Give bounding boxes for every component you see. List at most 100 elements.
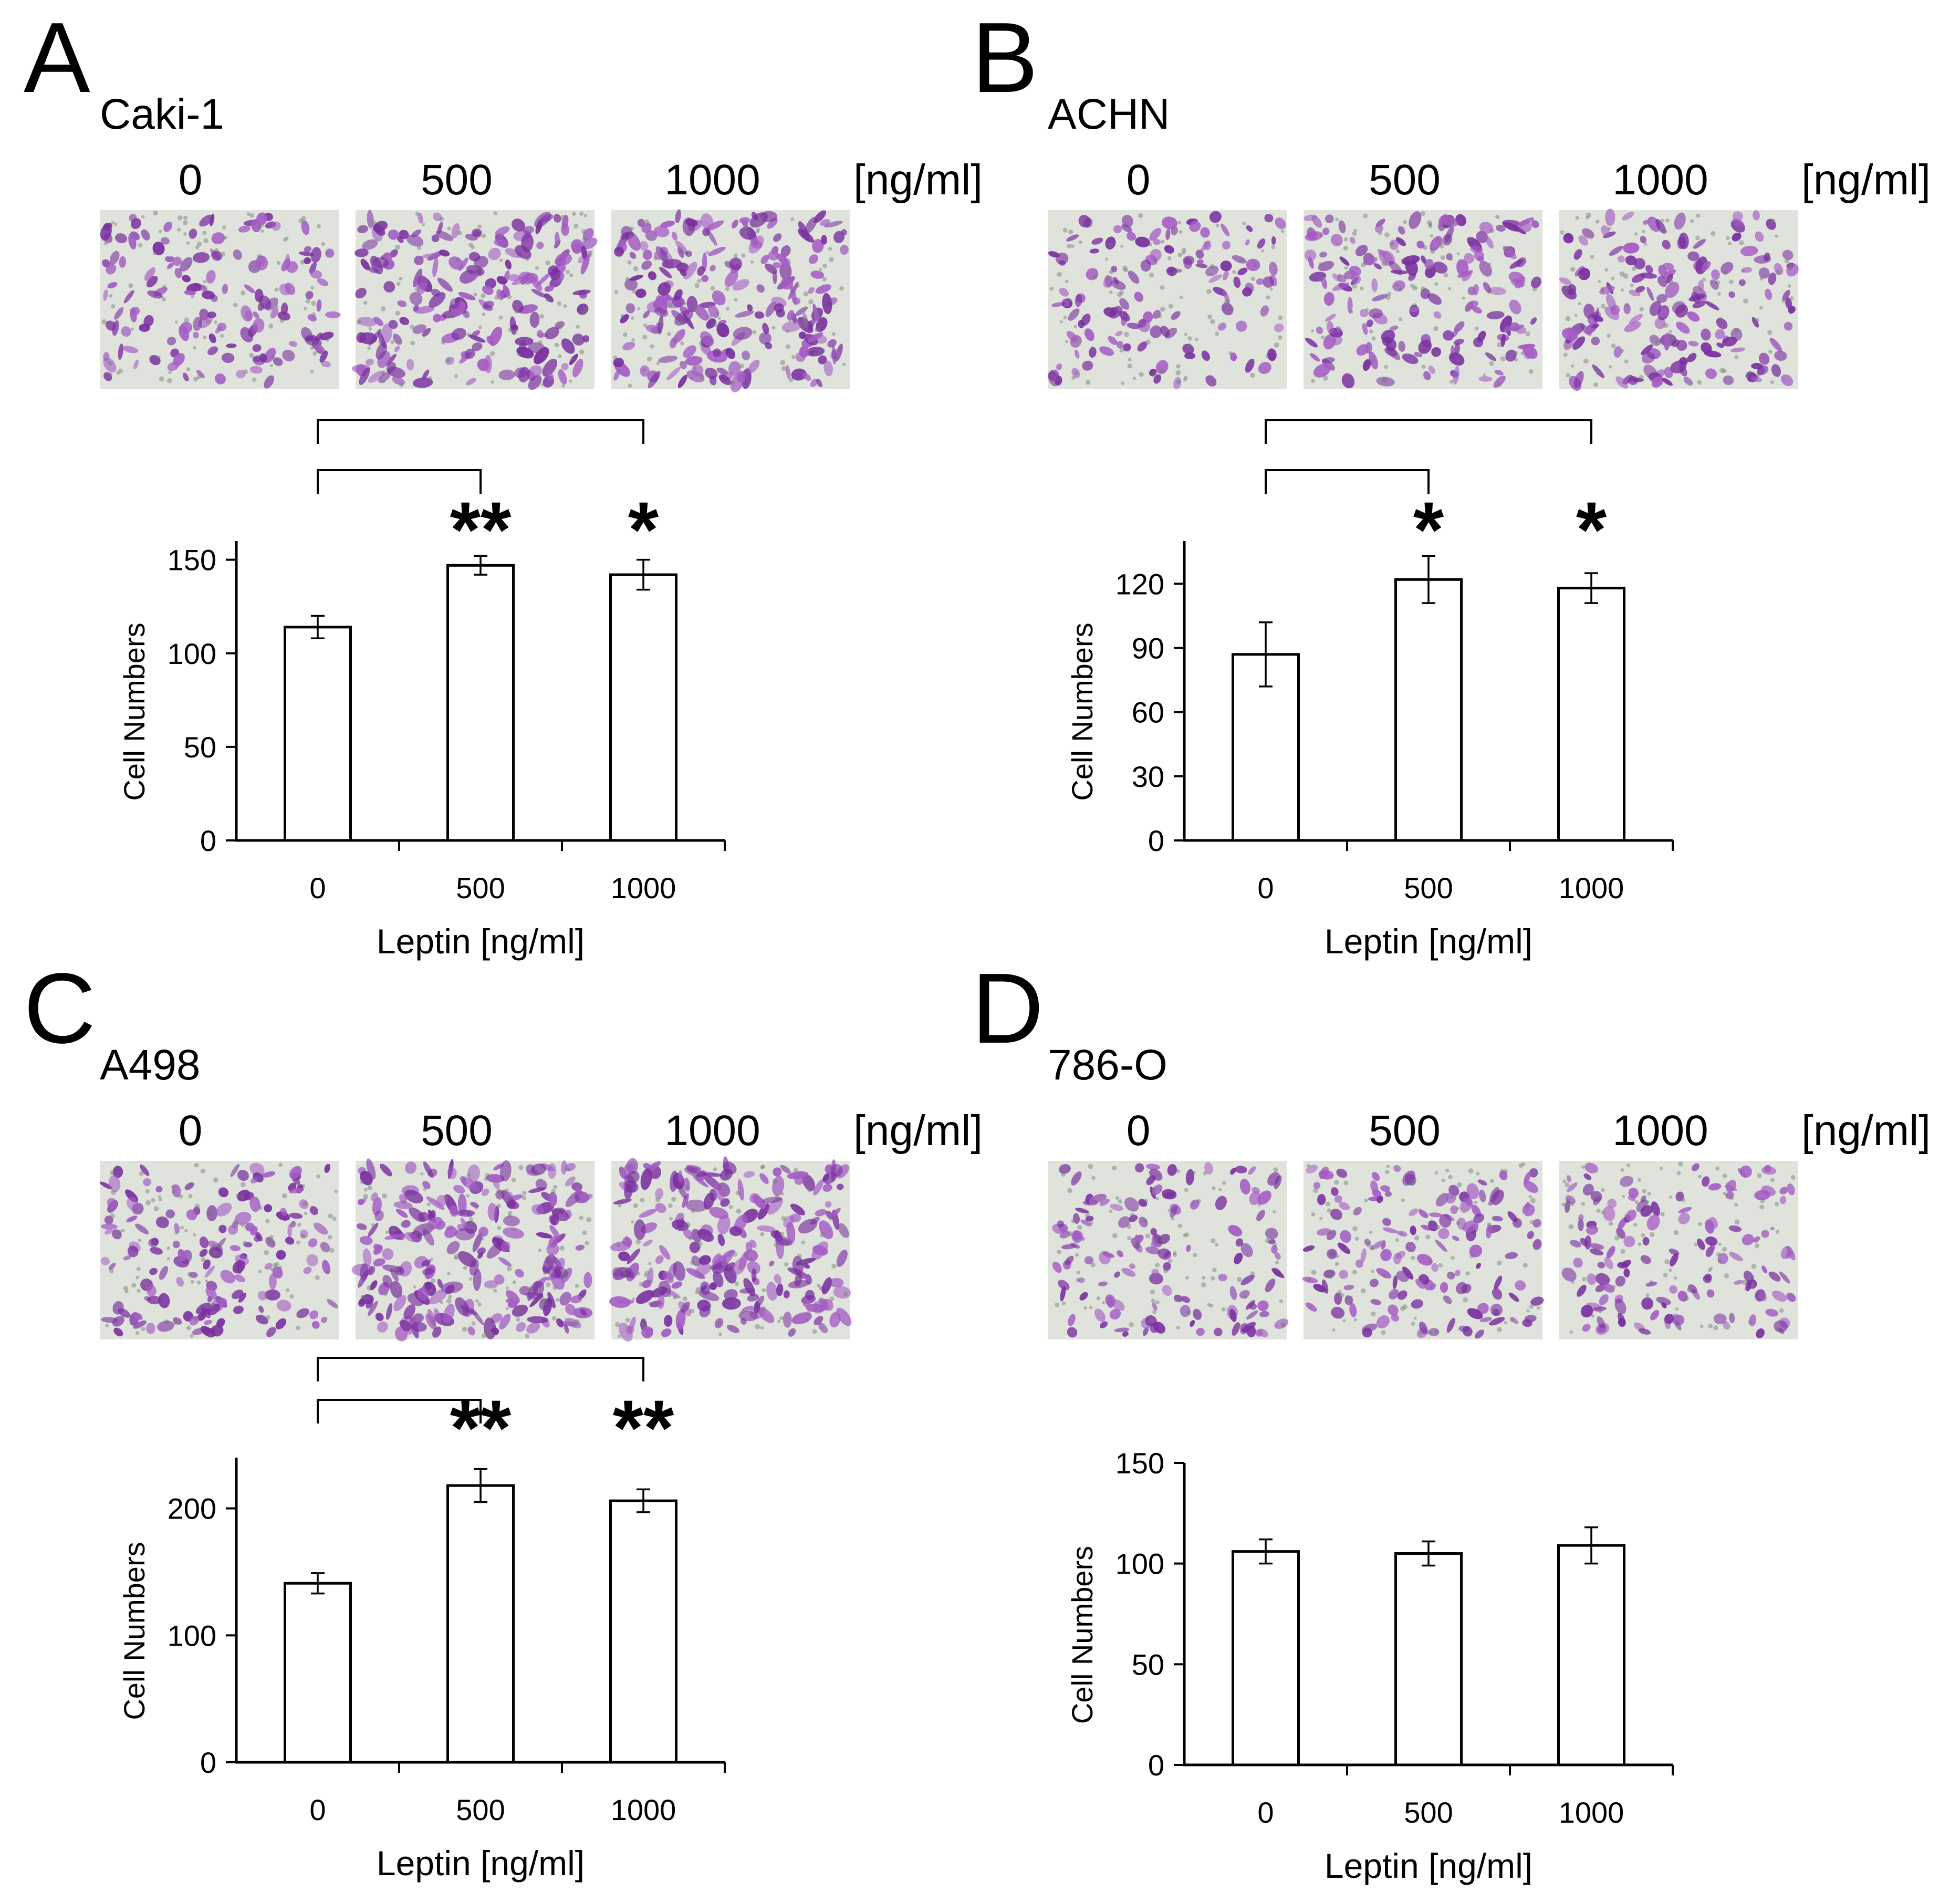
stained-cell	[1510, 224, 1526, 235]
stained-cell	[1785, 297, 1792, 309]
stained-cell	[203, 1259, 211, 1270]
stained-cell	[1099, 1321, 1108, 1328]
stained-cell	[1142, 1327, 1149, 1336]
stained-cell	[1393, 1165, 1401, 1172]
stained-cell	[1467, 1308, 1483, 1319]
stained-cell	[1705, 368, 1717, 379]
stained-cell	[1245, 1300, 1255, 1310]
membrane-pore	[360, 1180, 363, 1184]
stained-cell	[499, 1160, 512, 1182]
stained-cell	[1687, 251, 1700, 261]
stained-cell	[724, 270, 738, 287]
y-tick-label: 100	[1115, 1547, 1164, 1581]
membrane-pore	[1751, 1275, 1755, 1279]
stained-cell	[1508, 272, 1525, 284]
membrane-pore	[1743, 298, 1748, 304]
stained-cell	[496, 289, 504, 300]
membrane-pore	[1607, 226, 1611, 231]
membrane-pore	[186, 367, 191, 372]
stained-cell	[431, 234, 440, 243]
stained-cell	[1111, 1299, 1125, 1311]
stained-cell	[146, 1323, 155, 1334]
stained-cell	[1389, 1289, 1399, 1300]
stained-cell	[1071, 368, 1080, 378]
membrane-pore	[178, 1194, 183, 1199]
membrane-pore	[279, 318, 285, 323]
membrane-pore	[367, 346, 371, 350]
stained-cell	[821, 235, 827, 245]
stained-cell	[1402, 354, 1419, 365]
membrane-pore	[1434, 1329, 1439, 1334]
stained-cell	[1616, 1228, 1625, 1239]
membrane-pore	[298, 218, 304, 224]
stained-cell	[100, 1256, 110, 1265]
membrane-pore	[1145, 1233, 1150, 1239]
membrane-pore	[1369, 1230, 1373, 1234]
stained-cell	[241, 305, 253, 322]
stained-cell	[1306, 227, 1316, 238]
stained-cell	[1469, 1244, 1483, 1257]
stained-cell	[460, 1218, 470, 1231]
stained-cell	[1332, 282, 1350, 291]
membrane-pore	[831, 332, 836, 336]
membrane-pore	[516, 1317, 520, 1322]
stained-cell	[671, 232, 678, 241]
stained-cell	[1086, 268, 1099, 280]
membrane-pore	[1127, 1236, 1132, 1241]
stained-cell	[1239, 1290, 1250, 1299]
membrane-pore	[1185, 1275, 1189, 1280]
membrane-pore	[1109, 269, 1114, 275]
stained-cell	[1771, 364, 1781, 377]
stained-cell	[377, 1321, 388, 1333]
stained-cell	[304, 246, 312, 253]
membrane-pore	[142, 1280, 148, 1285]
stained-cell	[1048, 251, 1060, 258]
membrane-pore	[1091, 346, 1094, 350]
stained-cell	[1066, 331, 1078, 342]
stained-cell	[807, 332, 823, 343]
stained-cell	[754, 311, 765, 319]
stained-cell	[1337, 274, 1347, 283]
membrane-pore	[312, 351, 318, 356]
stained-cell	[1145, 1163, 1160, 1170]
membrane-pore	[1221, 1307, 1226, 1312]
membrane-pore	[543, 1301, 548, 1306]
membrane-pore	[1468, 1168, 1474, 1173]
stained-cell	[774, 303, 784, 313]
stained-cell	[1418, 339, 1432, 354]
stained-cell	[280, 1208, 287, 1216]
stained-cell	[1467, 300, 1479, 308]
stained-cell	[1440, 1282, 1448, 1293]
stained-cell	[449, 1205, 458, 1217]
membrane-pore	[791, 289, 796, 293]
stained-cell	[1473, 337, 1484, 348]
stained-cell	[1398, 340, 1405, 352]
image-concentration-label: 1000	[664, 1107, 760, 1155]
membrane-pore	[276, 261, 280, 265]
stained-cell	[320, 1242, 330, 1253]
stained-cell	[1572, 336, 1586, 350]
stained-cell	[1505, 349, 1517, 362]
stained-cell	[1419, 1210, 1429, 1218]
stained-cell	[1052, 1261, 1062, 1273]
stained-cell	[414, 306, 435, 314]
stained-cell	[118, 1308, 131, 1318]
membrane-pore	[301, 216, 307, 221]
membrane-pore	[282, 1193, 287, 1199]
membrane-pore	[1065, 279, 1069, 284]
membrane-pore	[1523, 1263, 1528, 1268]
stained-cell	[1485, 236, 1494, 249]
stained-cell	[179, 325, 190, 341]
stained-cell	[1485, 352, 1497, 361]
stained-cell	[1476, 1263, 1481, 1269]
stained-cell	[1490, 1304, 1503, 1316]
membrane-pore	[1269, 287, 1273, 291]
membrane-pore	[831, 1263, 837, 1269]
membrane-pore	[1381, 377, 1387, 383]
membrane-pore	[529, 1286, 534, 1291]
stained-cell	[533, 1281, 545, 1296]
stained-cell	[1573, 1257, 1583, 1268]
membrane-pore	[1767, 330, 1773, 335]
stained-cell	[1257, 238, 1266, 249]
membrane-pore	[203, 280, 206, 284]
